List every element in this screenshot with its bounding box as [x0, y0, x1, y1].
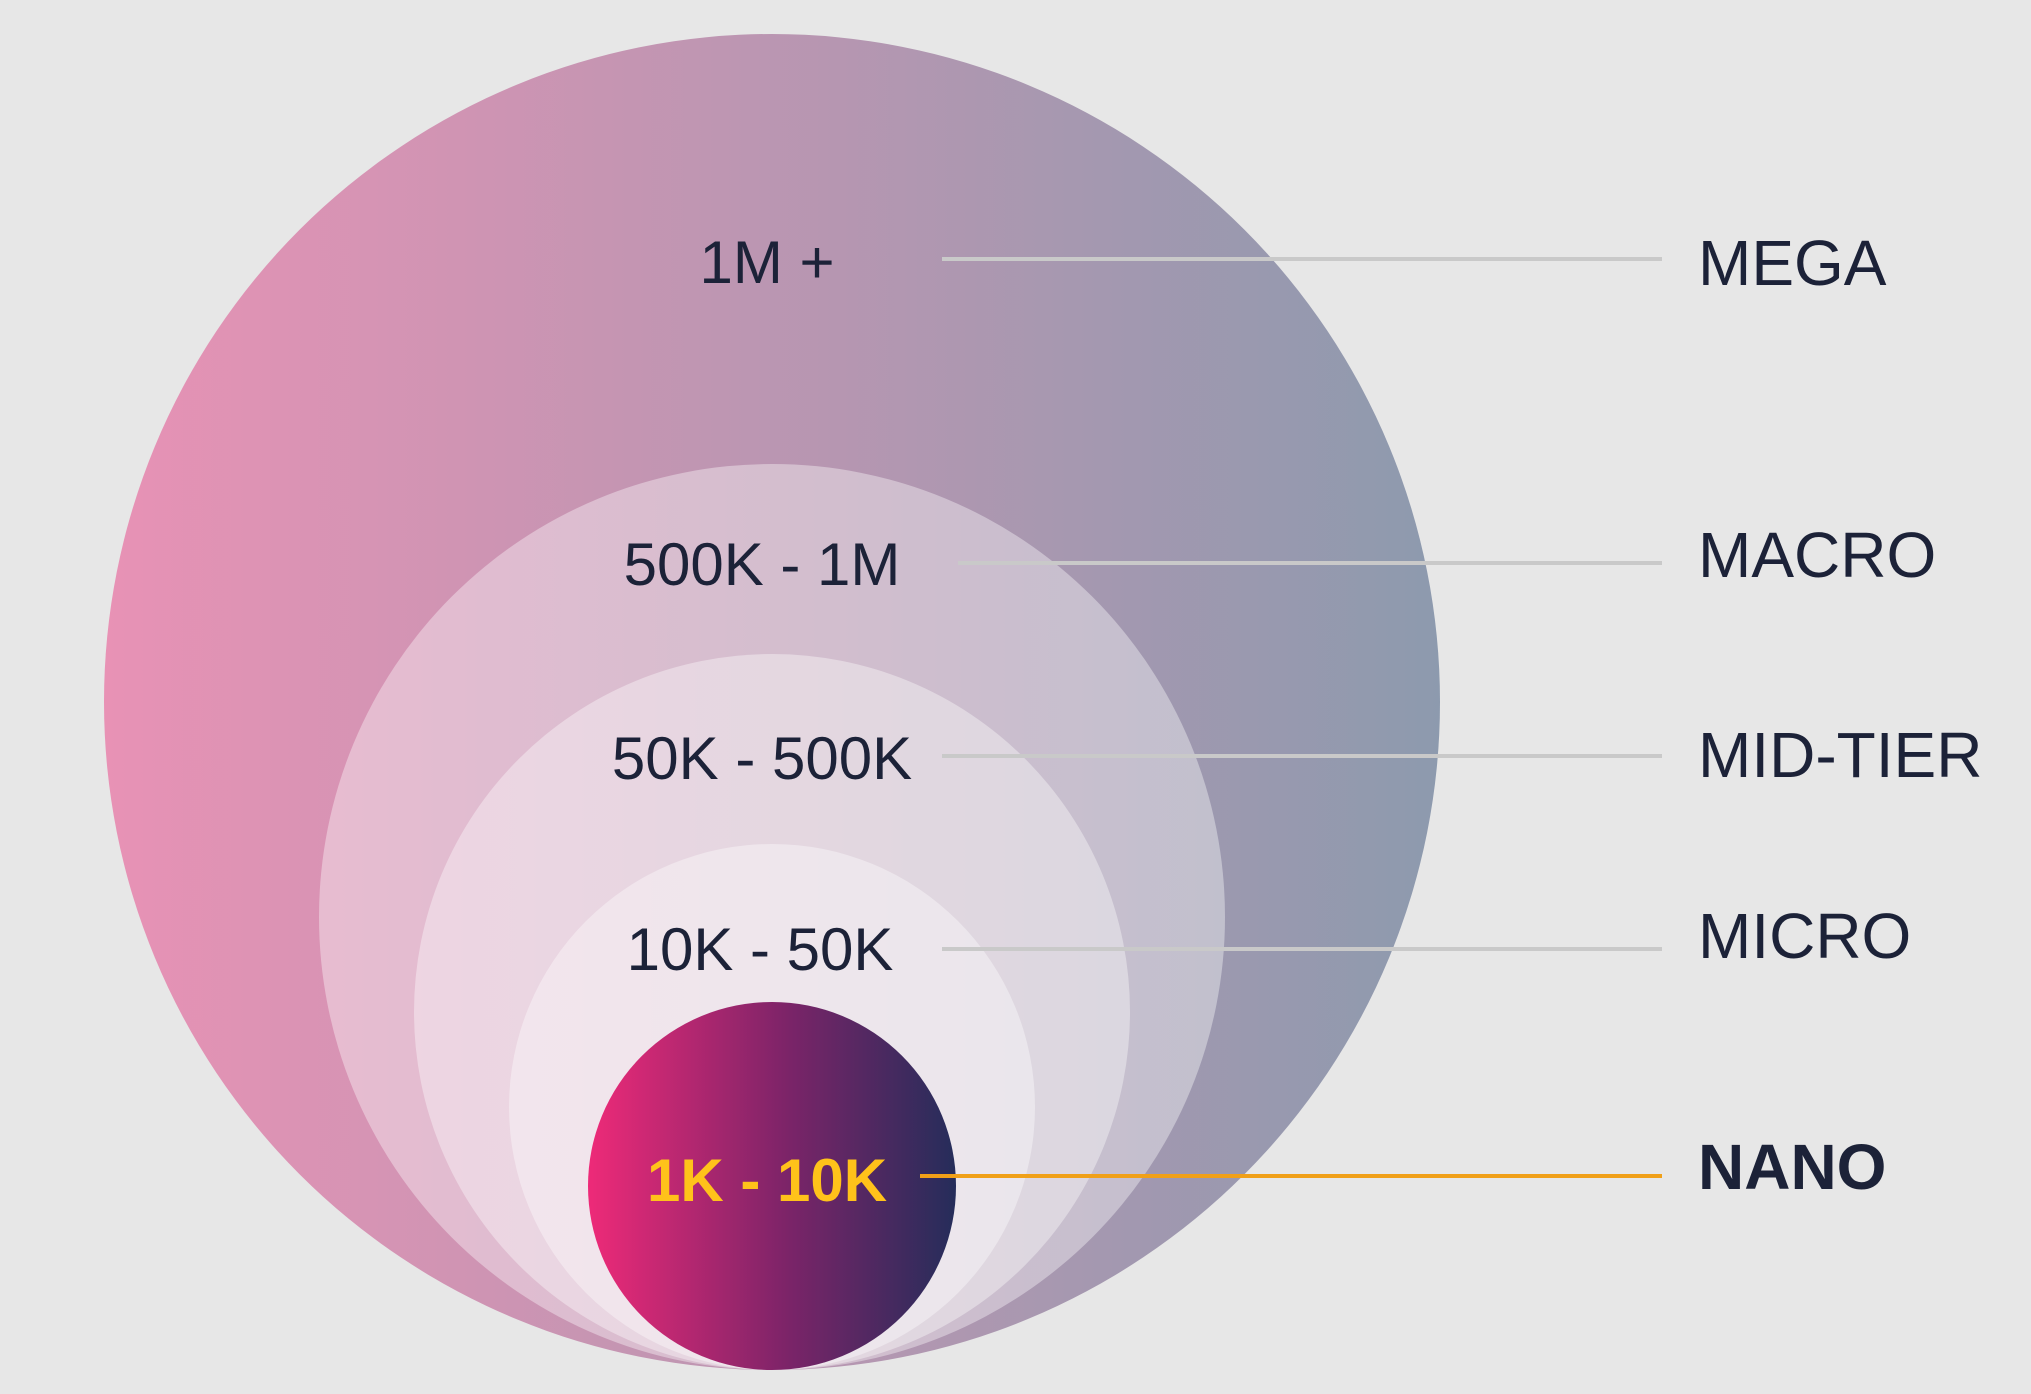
tier-label-nano: NANO: [1698, 1131, 1886, 1203]
tier-label-macro: MACRO: [1698, 519, 1936, 591]
range-label-mid-tier: 50K - 500K: [612, 725, 912, 792]
tier-label-micro: MICRO: [1698, 900, 1911, 972]
tier-label-mega: MEGA: [1698, 227, 1887, 299]
tier-label-mid-tier: MID-TIER: [1698, 719, 1982, 791]
range-label-nano: 1K - 10K: [647, 1147, 887, 1214]
mega-circle: [104, 34, 1440, 1370]
macro-circle: [319, 464, 1225, 1370]
nano-circle: [588, 1002, 956, 1370]
range-label-macro: 500K - 1M: [624, 531, 901, 598]
range-label-mega: 1M +: [699, 229, 834, 296]
range-label-micro: 10K - 50K: [627, 916, 894, 983]
